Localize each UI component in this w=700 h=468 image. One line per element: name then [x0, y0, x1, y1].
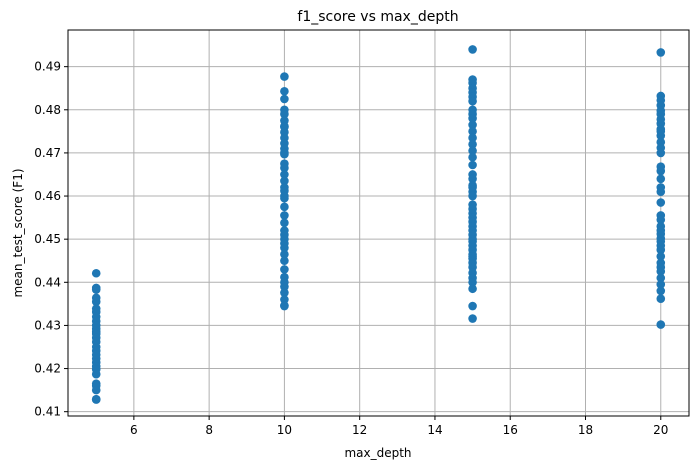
data-point: [656, 252, 666, 261]
data-point: [656, 174, 666, 184]
data-point: [91, 285, 101, 294]
data-point: [656, 320, 666, 329]
data-point: [468, 234, 477, 244]
x-tick-label: 10: [277, 423, 292, 437]
data-point: [468, 278, 477, 287]
data-point: [280, 109, 289, 119]
data-point: [280, 86, 289, 96]
data-point: [656, 267, 666, 276]
data-point: [656, 215, 666, 225]
data-point: [280, 282, 289, 291]
grid: [68, 30, 689, 416]
y-tick-label: 0.47: [34, 146, 61, 160]
scatter-points: [91, 45, 666, 404]
data-point: [656, 286, 666, 296]
data-point: [280, 265, 289, 274]
y-tick-label: 0.41: [34, 405, 61, 419]
data-point: [468, 160, 477, 170]
plot-frame: [67, 29, 690, 417]
data-point: [468, 301, 477, 311]
y-tick-label: 0.44: [34, 275, 61, 289]
data-point: [280, 288, 289, 297]
data-point: [468, 120, 477, 130]
data-point: [280, 148, 289, 158]
data-point: [280, 243, 289, 253]
data-point: [91, 369, 101, 379]
data-point: [468, 133, 477, 143]
data-point: [468, 146, 477, 156]
data-point: [468, 152, 477, 162]
data-point: [656, 273, 666, 283]
data-point: [468, 183, 477, 192]
y-tick-label: 0.42: [34, 362, 61, 376]
data-point: [468, 252, 477, 261]
y-tick-label: 0.46: [34, 189, 61, 203]
data-point: [656, 245, 666, 255]
data-point: [280, 94, 289, 104]
data-point: [91, 297, 101, 307]
data-point: [280, 202, 289, 212]
data-point: [280, 256, 289, 266]
x-tick-label: 8: [205, 423, 213, 437]
data-point: [280, 218, 289, 228]
x-tick-label: 18: [578, 423, 593, 437]
data-point: [91, 268, 101, 278]
y-tick-label: 0.48: [34, 103, 61, 117]
y-axis-ticks: 0.41 0.42 0.43 0.44 0.45 0.46 0.47 0.48 0.49: [34, 60, 68, 419]
data-point: [468, 127, 477, 136]
data-point: [91, 395, 101, 404]
data-point: [91, 385, 101, 395]
x-tick-label: 14: [427, 423, 442, 437]
data-point: [468, 284, 477, 294]
data-point: [656, 294, 666, 303]
data-point: [468, 174, 477, 184]
y-axis-label: mean_test_score (F1): [11, 168, 25, 297]
data-point: [280, 170, 289, 179]
data-point: [468, 314, 477, 323]
chart-title: f1_score vs max_depth: [297, 9, 458, 25]
data-point: [280, 122, 289, 132]
data-point: [656, 109, 666, 119]
x-tick-label: 12: [352, 423, 367, 437]
data-point: [656, 148, 666, 158]
data-point: [468, 191, 477, 201]
data-point: [280, 211, 289, 220]
data-point: [656, 127, 666, 136]
x-tick-label: 16: [503, 423, 518, 437]
x-tick-label: 6: [130, 423, 138, 437]
y-tick-label: 0.49: [34, 60, 61, 74]
data-point: [280, 176, 289, 186]
data-point: [468, 114, 477, 123]
x-axis-ticks: 6 8 10 12 14 16 18 20: [130, 416, 668, 437]
data-point: [656, 48, 666, 57]
data-point: [280, 72, 289, 81]
data-point: [280, 191, 289, 201]
data-point: [280, 301, 289, 311]
y-tick-label: 0.45: [34, 232, 61, 246]
data-point: [280, 249, 289, 259]
data-point: [468, 139, 477, 149]
data-point: [656, 166, 666, 176]
data-point: [656, 280, 666, 289]
data-point: [468, 96, 477, 106]
data-point: [468, 45, 477, 54]
x-tick-label: 20: [653, 423, 668, 437]
data-point: [280, 163, 289, 173]
y-tick-label: 0.43: [34, 318, 61, 332]
data-point: [656, 226, 666, 235]
x-axis-label: max_depth: [344, 446, 411, 460]
data-point: [656, 198, 666, 207]
data-point: [656, 187, 666, 197]
data-point: [280, 295, 289, 304]
